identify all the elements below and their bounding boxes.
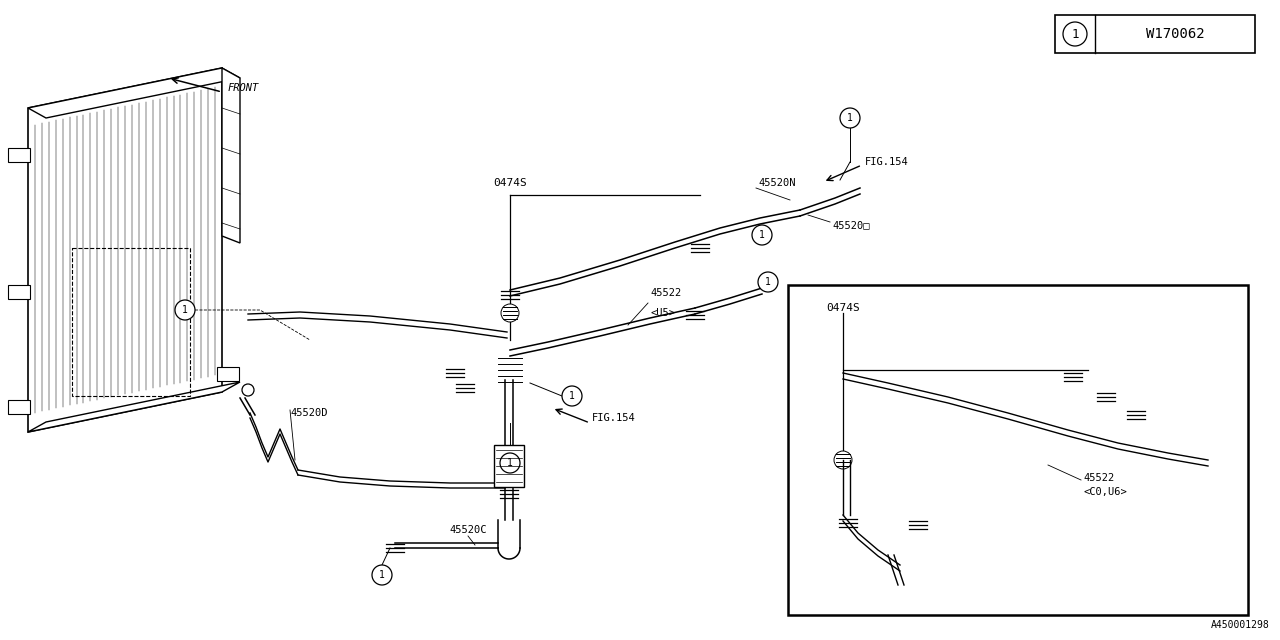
- Bar: [218, 367, 239, 381]
- Text: 1: 1: [570, 391, 575, 401]
- Text: 45522: 45522: [1083, 473, 1115, 483]
- Circle shape: [562, 386, 582, 406]
- Bar: [8, 148, 29, 162]
- Circle shape: [500, 453, 520, 473]
- Text: <C0,U6>: <C0,U6>: [1083, 487, 1126, 497]
- Text: FRONT: FRONT: [228, 83, 260, 93]
- Circle shape: [372, 565, 392, 585]
- Text: 1: 1: [847, 113, 852, 123]
- Text: 45520□: 45520□: [832, 220, 869, 230]
- Text: FIG.154: FIG.154: [593, 413, 636, 423]
- Text: 45520C: 45520C: [449, 525, 486, 535]
- Polygon shape: [28, 68, 221, 432]
- Bar: [8, 285, 29, 299]
- Text: 1: 1: [379, 570, 385, 580]
- Text: <U5>: <U5>: [650, 308, 675, 318]
- Circle shape: [835, 451, 852, 469]
- Text: 1: 1: [765, 277, 771, 287]
- Bar: [788, 285, 1248, 615]
- Text: FIG.154: FIG.154: [865, 157, 909, 167]
- Circle shape: [753, 225, 772, 245]
- Text: 0474S: 0474S: [493, 178, 527, 188]
- Polygon shape: [28, 382, 241, 432]
- Circle shape: [1062, 22, 1087, 46]
- Text: 45522: 45522: [650, 288, 681, 298]
- Bar: [1055, 15, 1254, 53]
- Circle shape: [175, 300, 195, 320]
- Bar: [72, 248, 189, 396]
- Text: 0474S: 0474S: [826, 303, 860, 313]
- Circle shape: [840, 108, 860, 128]
- Polygon shape: [28, 68, 241, 118]
- Text: 45520D: 45520D: [291, 408, 328, 418]
- Bar: [8, 400, 29, 414]
- Text: 1: 1: [759, 230, 765, 240]
- Circle shape: [500, 304, 518, 322]
- Polygon shape: [221, 68, 241, 243]
- Text: 1: 1: [182, 305, 188, 315]
- Text: 1: 1: [507, 458, 513, 468]
- Circle shape: [758, 272, 778, 292]
- Bar: [494, 445, 524, 487]
- Text: A450001298: A450001298: [1211, 620, 1270, 630]
- Text: 1: 1: [1071, 28, 1079, 40]
- Circle shape: [242, 384, 253, 396]
- Text: 45520N: 45520N: [758, 178, 795, 188]
- Text: W170062: W170062: [1146, 27, 1204, 41]
